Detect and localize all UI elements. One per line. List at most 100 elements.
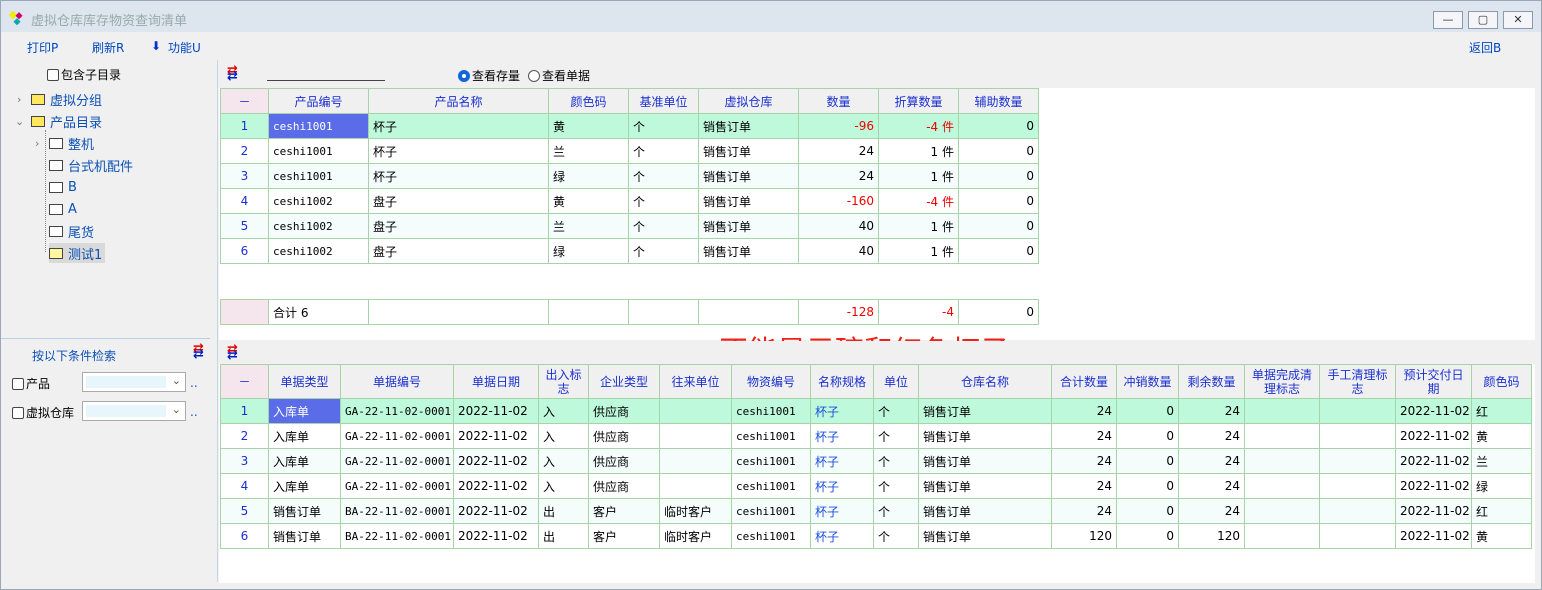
column-header[interactable]: 合计数量 [1051, 364, 1117, 399]
view-doc-radio[interactable]: 查看单据 [528, 67, 590, 84]
table-cell: 40 [798, 238, 879, 264]
column-header[interactable]: 单据类型 [268, 364, 341, 399]
back-button[interactable]: 返回B [1469, 41, 1502, 55]
tree-item-test1[interactable]: 测试1 [49, 243, 106, 263]
swap-icon[interactable]: ⇄ ⇄ [227, 342, 238, 363]
column-header[interactable]: 冲销数量 [1116, 364, 1179, 399]
folder-icon [49, 159, 63, 171]
table-cell: GA-22-11-02-0001 [340, 473, 454, 499]
filter-input[interactable] [267, 80, 385, 81]
column-header[interactable]: 产品编号 [268, 88, 369, 114]
view-stock-radio[interactable]: 查看存量 [458, 67, 520, 84]
table-cell: 120 [1178, 523, 1245, 549]
table-cell: 个 [628, 188, 699, 214]
table-cell: ceshi1001 [731, 423, 811, 449]
table-cell [548, 299, 629, 325]
table-row[interactable]: 1 入库单 GA-22-11-02-0001 2022-11-02 入供应商 ceshi1… [220, 398, 1532, 424]
tree-item-tail-goods[interactable]: 尾货 [49, 221, 94, 241]
column-header[interactable]: 颜色码 [1471, 364, 1532, 399]
column-header[interactable]: 仓库名称 [918, 364, 1052, 399]
column-header[interactable]: 往来单位 [659, 364, 732, 399]
function-button[interactable]: 功能U [168, 41, 201, 55]
tree-item-desktop-parts[interactable]: 台式机配件 [49, 155, 133, 175]
table-cell: 0 [1116, 398, 1179, 424]
table-cell [1244, 523, 1320, 549]
table-cell: 个 [628, 213, 699, 239]
product-more-button[interactable]: .. [190, 376, 198, 390]
warehouse-more-button[interactable]: .. [190, 405, 198, 419]
table-row[interactable]: 3 入库单 GA-22-11-02-0001 2022-11-02 入供应商 ceshi1… [220, 448, 1532, 474]
column-header[interactable]: 单据完成清理标志 [1244, 364, 1320, 399]
swap-icon[interactable]: ⇄ ⇄ [193, 341, 204, 362]
table-cell: -4 件 [878, 188, 959, 214]
column-header[interactable]: 手工清理标志 [1319, 364, 1396, 399]
column-header[interactable]: 剩余数量 [1178, 364, 1245, 399]
minimize-button[interactable]: — [1433, 11, 1463, 29]
table-cell: 销售订单 [698, 213, 799, 239]
table-cell: 销售订单 [268, 523, 341, 549]
tree-label: A [68, 201, 77, 217]
table-cell: 入库单 [268, 473, 341, 499]
product-checkbox[interactable]: 产品 [12, 375, 50, 392]
maximize-button[interactable]: ▢ [1468, 11, 1498, 29]
table-cell: 24 [1178, 473, 1245, 499]
tree-item-complete[interactable]: 整机 [49, 133, 94, 153]
tree-item-product-catalog[interactable]: 产品目录 [31, 111, 102, 131]
total-row[interactable]: 合计 6 -128 -4 0 [220, 299, 1039, 325]
table-cell: 个 [628, 238, 699, 264]
product-combo[interactable]: ⌄ [82, 372, 186, 392]
column-header[interactable]: 虚拟仓库 [698, 88, 799, 114]
column-header[interactable]: － [220, 364, 269, 399]
column-header[interactable]: 单据日期 [453, 364, 539, 399]
table-cell [1319, 398, 1396, 424]
table-cell: 0 [958, 113, 1039, 139]
table-row[interactable]: 4 入库单 GA-22-11-02-0001 2022-11-02 入供应商 ceshi1… [220, 473, 1532, 499]
column-header[interactable]: 出入标志 [538, 364, 589, 399]
column-header[interactable]: 辅助数量 [958, 88, 1039, 114]
tree-item-b[interactable]: B [49, 177, 77, 197]
column-header[interactable]: 单位 [873, 364, 919, 399]
column-header[interactable]: 折算数量 [878, 88, 959, 114]
table-row[interactable]: 2 入库单 GA-22-11-02-0001 2022-11-02 入供应商 ceshi1… [220, 423, 1532, 449]
table-cell: 销售订单 [698, 113, 799, 139]
warehouse-combo[interactable]: ⌄ [82, 401, 186, 421]
table-cell: ceshi1002 [268, 213, 369, 239]
table-cell: 销售订单 [918, 398, 1052, 424]
column-header[interactable]: 数量 [798, 88, 879, 114]
table-cell: 0 [1116, 498, 1179, 524]
table-cell [659, 423, 732, 449]
table-cell [1244, 398, 1320, 424]
table-row[interactable]: 6 销售订单 BA-22-11-02-0001 2022-11-02 出客户 临时客户 ce… [220, 523, 1532, 549]
tree-item-a[interactable]: A [49, 199, 77, 219]
column-header[interactable]: 物资编号 [731, 364, 811, 399]
column-header[interactable]: 预计交付日期 [1395, 364, 1472, 399]
column-header[interactable]: 基准单位 [628, 88, 699, 114]
swap-icon[interactable]: ⇄ ⇄ [227, 63, 238, 84]
column-header[interactable]: 颜色码 [548, 88, 629, 114]
table-cell: 个 [628, 163, 699, 189]
table-cell: 入库单 [268, 448, 341, 474]
table-row[interactable]: 5 销售订单 BA-22-11-02-0001 2022-11-02 出客户 临时客户 ce… [220, 498, 1532, 524]
column-header[interactable]: 企业类型 [588, 364, 660, 399]
include-subdir-checkbox[interactable]: 包含子目录 [47, 66, 121, 83]
column-header[interactable]: － [220, 88, 269, 114]
tree-item-virtual-group[interactable]: 虚拟分组 [31, 89, 102, 109]
column-header[interactable]: 名称规格 [810, 364, 874, 399]
warehouse-checkbox[interactable]: 虚拟仓库 [12, 404, 74, 421]
refresh-button[interactable]: 刷新R [92, 41, 125, 55]
table-cell: 销售订单 [918, 473, 1052, 499]
close-button[interactable]: ✕ [1503, 11, 1533, 29]
column-header[interactable]: 产品名称 [368, 88, 549, 114]
expand-icon[interactable]: › [35, 137, 40, 150]
print-button[interactable]: 打印P [27, 41, 59, 55]
table-cell: 临时客户 [659, 498, 732, 524]
column-header[interactable]: 单据编号 [340, 364, 454, 399]
expand-icon[interactable]: › [17, 93, 22, 106]
collapse-icon[interactable]: ⌄ [15, 115, 25, 128]
